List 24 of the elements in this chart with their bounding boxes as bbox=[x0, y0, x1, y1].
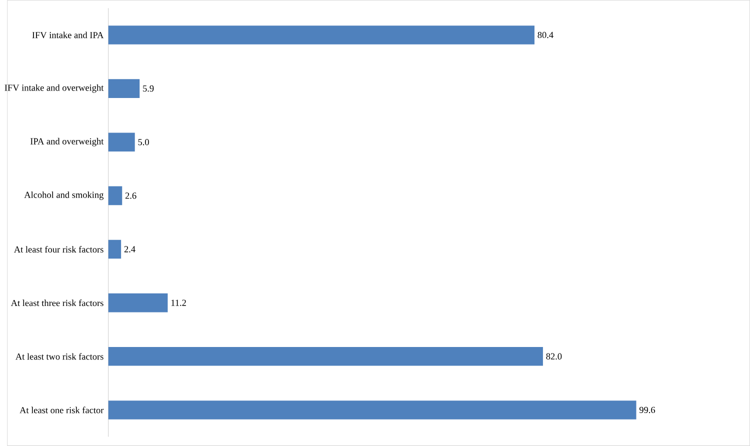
y-tick-label: At least two risk factors bbox=[16, 353, 104, 360]
data-label: 5.9 bbox=[143, 85, 154, 92]
bar bbox=[108, 240, 122, 259]
y-tick-label: At least one risk factor bbox=[20, 406, 104, 414]
data-label: 2.6 bbox=[125, 192, 136, 199]
bar bbox=[108, 293, 168, 312]
data-label: 99.6 bbox=[639, 406, 656, 414]
y-tick-label: Alcohol and smoking bbox=[24, 192, 104, 200]
y-tick-label: At least three risk factors bbox=[10, 300, 104, 306]
data-label: 80.4 bbox=[538, 32, 554, 38]
y-tick-label: At least four risk factors bbox=[14, 246, 104, 253]
data-label: 5.0 bbox=[138, 139, 149, 146]
data-label: 11.2 bbox=[171, 300, 186, 306]
data-label: 2.4 bbox=[124, 246, 136, 252]
bar bbox=[108, 400, 636, 420]
bar bbox=[108, 347, 543, 366]
y-tick-label: IFV intake and IPA bbox=[32, 32, 104, 38]
data-label: 82.0 bbox=[546, 353, 562, 360]
y-tick-label: IPA and overweight bbox=[30, 138, 104, 146]
bar bbox=[108, 132, 135, 152]
bar bbox=[108, 79, 140, 98]
bar bbox=[108, 26, 534, 44]
bar bbox=[108, 186, 122, 206]
y-tick-label: IFV intake and overweight bbox=[4, 84, 104, 93]
